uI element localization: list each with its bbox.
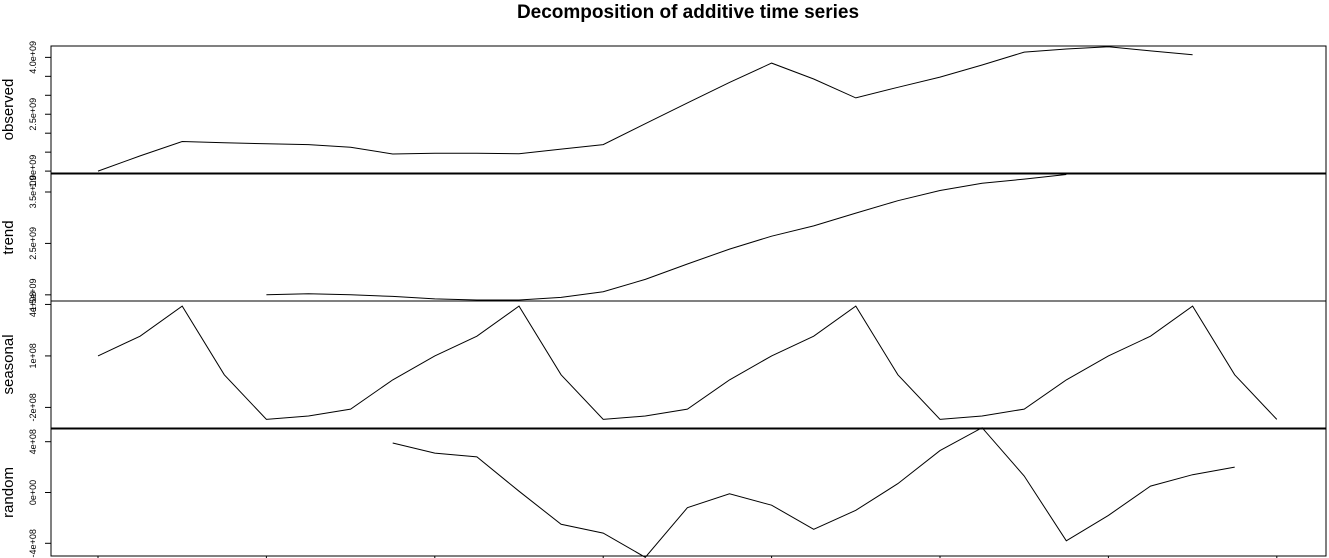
seasonal-series-line <box>97 305 1278 420</box>
chart-title: Decomposition of additive time series <box>517 2 859 23</box>
observed-series-line <box>97 46 1193 172</box>
random-series-line <box>392 427 1235 558</box>
trend-ytick-label: 2.5e+09 <box>28 227 38 260</box>
seasonal-ytick-label: 4e+08 <box>28 292 38 317</box>
observed-panel-frame <box>50 45 1327 174</box>
trend-panel-frame <box>50 173 1327 302</box>
trend-ytick-label: 1.5e+09 <box>28 278 38 311</box>
panels-group: observed 1.0e+09 2.5e+09 4.0e+09 trend 1.5e+0… <box>0 41 1327 558</box>
seasonal-ytick-label: 1e+08 <box>28 343 38 368</box>
panel-seasonal: seasonal -2e+08 1e+08 4e+08 <box>0 292 1327 429</box>
trend-ylabel: trend <box>0 220 17 254</box>
trend-series-line <box>266 174 1067 301</box>
random-panel-frame <box>50 428 1327 557</box>
random-ytick-label: -4e+08 <box>28 529 38 557</box>
observed-ytick-label: 4.0e+09 <box>28 41 38 74</box>
observed-ytick-label: 2.5e+09 <box>28 98 38 131</box>
random-ylabel: random <box>0 467 17 518</box>
seasonal-ylabel: seasonal <box>0 334 17 394</box>
panel-random: random -4e+08 0e+00 4e+08 <box>0 427 1327 558</box>
observed-ylabel: observed <box>0 79 17 141</box>
random-ytick-label: 0e+00 <box>28 480 38 505</box>
seasonal-ytick-label: -2e+08 <box>28 393 38 421</box>
observed-ytick-label: 1.0e+09 <box>28 155 38 188</box>
panel-trend: trend 1.5e+09 2.5e+09 3.5e+09 <box>0 173 1327 311</box>
panel-observed: observed 1.0e+09 2.5e+09 4.0e+09 <box>0 41 1327 188</box>
random-ytick-label: 4e+08 <box>28 429 38 454</box>
trend-ytick-label: 3.5e+09 <box>28 176 38 209</box>
seasonal-panel-frame <box>50 300 1327 429</box>
